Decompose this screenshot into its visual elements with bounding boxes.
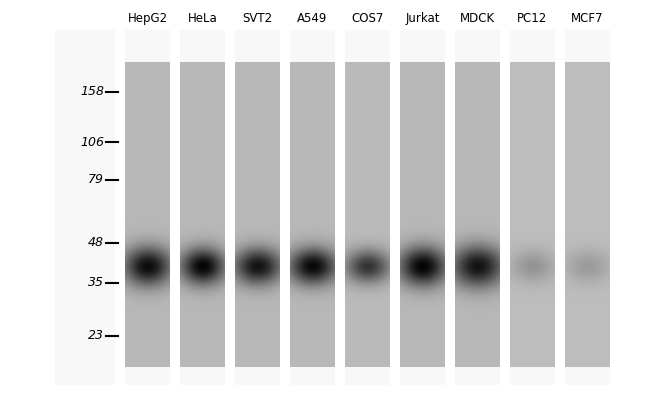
Text: 35: 35 xyxy=(88,276,104,289)
Text: 106: 106 xyxy=(80,136,104,149)
Text: 79: 79 xyxy=(88,173,104,186)
Text: HepG2: HepG2 xyxy=(127,12,168,25)
Text: PC12: PC12 xyxy=(517,12,547,25)
Text: HeLa: HeLa xyxy=(188,12,217,25)
Text: MDCK: MDCK xyxy=(460,12,495,25)
Text: COS7: COS7 xyxy=(351,12,383,25)
Text: A549: A549 xyxy=(297,12,328,25)
Text: MCF7: MCF7 xyxy=(571,12,604,25)
Text: Jurkat: Jurkat xyxy=(405,12,440,25)
Text: SVT2: SVT2 xyxy=(242,12,272,25)
Text: 158: 158 xyxy=(80,85,104,98)
Text: 48: 48 xyxy=(88,236,104,249)
Text: 23: 23 xyxy=(88,329,104,342)
